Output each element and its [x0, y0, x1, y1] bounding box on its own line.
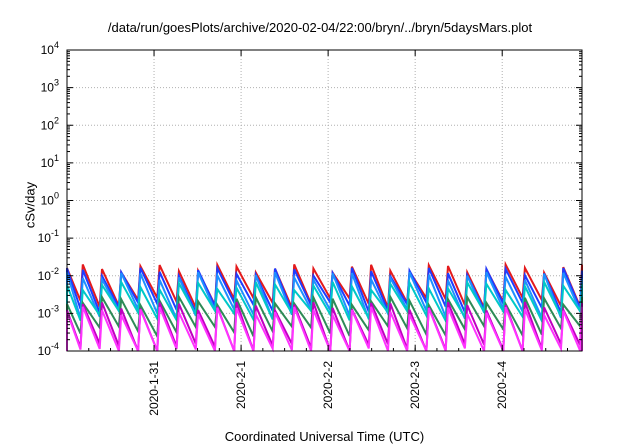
grid-lines	[67, 50, 582, 351]
series-line	[66, 278, 583, 325]
x-axis: 2020-1-31 2020-2-1 2020-2-2 2020-2-3 2020-2-…	[66, 50, 568, 416]
x-tick-label: 2020-2-4	[495, 361, 509, 409]
y-axis-label-text: cSv/day	[22, 181, 38, 229]
x-tick-label: 2020-2-2	[321, 361, 335, 409]
x-axis-label: Coordinated Universal Time (UTC)	[224, 429, 425, 444]
y-tick-label: 10-1	[38, 228, 59, 245]
y-tick-label: 101	[41, 153, 59, 170]
chart-title: /data/run/goesPlots/archive/2020-02-04/2…	[107, 20, 533, 35]
y-tick-label: 102	[41, 115, 59, 132]
y-tick-label: 103	[41, 78, 59, 95]
data-series	[66, 260, 583, 353]
y-tick-label: 10-2	[38, 266, 59, 283]
y-tick-label: 100	[41, 191, 59, 208]
x-tick-label: 2020-2-1	[234, 361, 248, 409]
series-line	[66, 306, 583, 353]
y-axis: 10-4 10-3 10-2 10-1 100 101 102 103 104	[38, 40, 582, 358]
x-tick-label: 2020-2-3	[408, 361, 422, 409]
x-tick-label: 2020-1-31	[147, 361, 161, 416]
y-tick-label: 10-4	[38, 341, 59, 358]
y-tick-label: 104	[41, 40, 59, 57]
y-tick-label: 10-3	[38, 303, 59, 320]
